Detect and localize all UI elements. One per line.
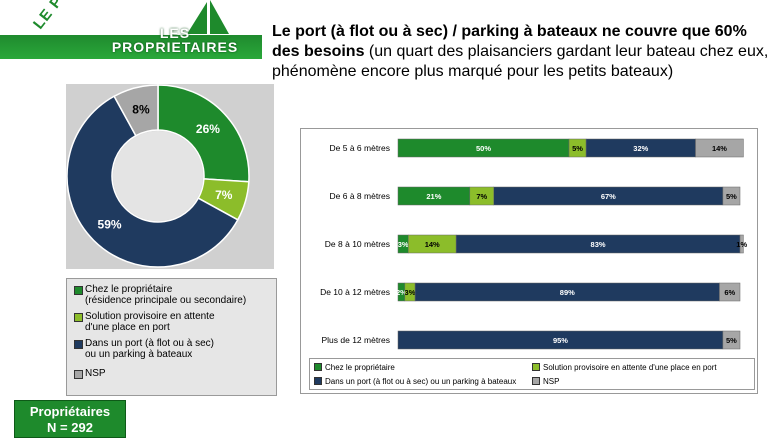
bar-value-label: 14% xyxy=(712,144,727,153)
bar-value-label: 6% xyxy=(724,288,735,297)
bar-legend-label: Dans un port (à flot ou à sec) ou un par… xyxy=(325,377,517,386)
donut-value-label: 26% xyxy=(196,122,220,136)
bar-value-label: 5% xyxy=(726,336,737,345)
bar-value-label: 89% xyxy=(560,288,575,297)
bar-value-label: 5% xyxy=(572,144,583,153)
legend-swatch xyxy=(74,313,83,322)
bar-chart-panel xyxy=(300,128,758,394)
legend-swatch xyxy=(74,286,83,295)
donut-legend-item-temporary: Solution provisoire en attente d'une pla… xyxy=(74,311,215,333)
bar-segment xyxy=(719,282,741,302)
bar-value-label: 95% xyxy=(553,336,568,345)
donut-hole xyxy=(113,131,203,221)
headline-bold: Le port (à flot ou à sec) / parking à ba… xyxy=(272,23,747,60)
donut-slice-port xyxy=(66,95,239,268)
donut-legend-item-nsp: NSP xyxy=(74,368,106,379)
bar-legend-label: Chez le propriétaire xyxy=(325,363,395,372)
donut-legend-item-port: Dans un port (à flot ou à sec) ou un par… xyxy=(74,338,214,360)
sample-badge: Propriétaires N = 292 xyxy=(14,400,126,438)
bar-value-label: 14% xyxy=(425,240,440,249)
bar-legend-item-temporary: Solution provisoire en attente d'une pla… xyxy=(532,363,717,373)
bar-value-label: 2% xyxy=(396,288,407,297)
donut-chart: 26% 7% 59% 8% xyxy=(66,84,250,268)
legend-swatch xyxy=(532,377,540,385)
bar-value-label: 21% xyxy=(426,192,441,201)
legend-swatch xyxy=(314,363,322,371)
bar-segment xyxy=(695,138,744,158)
donut-legend-label: NSP xyxy=(85,368,106,379)
legend-swatch xyxy=(74,370,83,379)
category-label: De 10 à 12 mètres xyxy=(320,287,390,297)
logo-text-line1: LES xyxy=(159,25,191,41)
bar-value-label: 83% xyxy=(591,240,606,249)
donut-slice-home xyxy=(157,84,250,183)
logo-text-line2: PROPRIETAIRES xyxy=(111,39,239,55)
category-label: De 6 à 8 mètres xyxy=(330,191,390,201)
donut-value-label: 7% xyxy=(215,188,233,202)
donut-value-label: 59% xyxy=(98,217,122,231)
bar-segment xyxy=(739,234,744,254)
sailboat-icon xyxy=(183,0,233,40)
donut-legend-label: Dans un port (à flot ou à sec) ou un par… xyxy=(85,338,214,360)
stacked-bar-chart: De 5 à 6 mètres 50% 5% 32% 14% De 6 à 8 mètre… xyxy=(320,138,747,350)
donut-legend-label: Solution provisoire en attente d'une pla… xyxy=(85,311,215,333)
bar-legend-label: NSP xyxy=(543,377,560,386)
headline-normal: (un quart des plaisanciers gardant leur … xyxy=(272,43,769,80)
donut-value-label: 8% xyxy=(132,103,150,117)
bar-legend-item-home: Chez le propriétaire xyxy=(314,363,395,373)
bar-value-label: 5% xyxy=(726,192,737,201)
category-label: De 5 à 6 mètres xyxy=(330,143,390,153)
headline: Le port (à flot ou à sec) / parking à ba… xyxy=(272,22,772,82)
bar-value-label: 1% xyxy=(736,240,747,249)
bar-segment xyxy=(722,330,741,350)
category-label: De 8 à 10 mètres xyxy=(325,239,390,249)
bar-legend: Chez le propriétaire Solution provisoire… xyxy=(309,358,755,390)
logo-text: LES PROPRIETAIRES xyxy=(110,26,240,54)
bar-legend-item-port: Dans un port (à flot ou à sec) ou un par… xyxy=(314,377,516,387)
donut-slice-nsp xyxy=(113,84,159,137)
bar-value-label: 3% xyxy=(398,240,409,249)
bar-value-label: 3% xyxy=(405,288,416,297)
legend-swatch xyxy=(74,340,83,349)
sample-badge-count: N = 292 xyxy=(47,420,93,435)
donut-legend-item-home: Chez le propriétaire (résidence principa… xyxy=(74,284,247,306)
donut-legend-label: Chez le propriétaire (résidence principa… xyxy=(85,284,247,306)
bar-value-label: 32% xyxy=(633,144,648,153)
category-label: Plus de 12 mètres xyxy=(321,335,390,345)
bar-legend-label: Solution provisoire en attente d'une pla… xyxy=(543,363,717,372)
bar-value-label: 50% xyxy=(476,144,491,153)
bar-segment xyxy=(722,186,741,206)
donut-legend: Chez le propriétaire (résidence principa… xyxy=(66,278,277,396)
legend-swatch xyxy=(314,377,322,385)
bar-value-label: 7% xyxy=(476,192,487,201)
sample-badge-title: Propriétaires xyxy=(29,404,111,419)
bar-legend-item-nsp: NSP xyxy=(532,377,559,387)
legend-swatch xyxy=(532,363,540,371)
bar-value-label: 67% xyxy=(601,192,616,201)
